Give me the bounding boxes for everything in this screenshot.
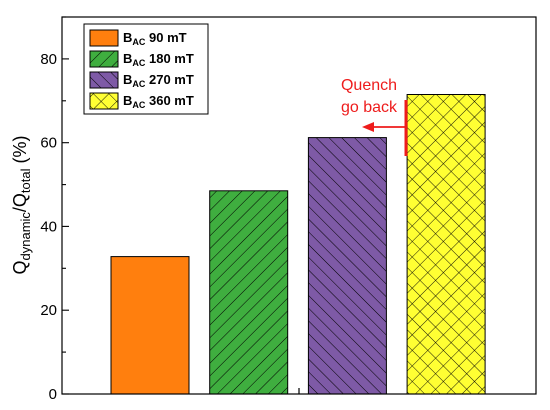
legend-swatch-1 <box>89 29 119 47</box>
legend-label-value: 180 mT <box>145 51 193 66</box>
quench-annotation: Quench go back <box>341 77 408 156</box>
y-axis-title-sub1: dynamic <box>18 212 33 261</box>
legend-label-3: BAC 270 mT <box>123 72 194 89</box>
legend-label-sub: AC <box>132 100 145 110</box>
y-axis-title-unit: (%) <box>10 135 30 168</box>
y-axis-title-mid: /Q <box>10 193 30 212</box>
legend-label-prefix: B <box>123 93 132 108</box>
bar-1 <box>110 256 190 395</box>
y-axis-title: Qdynamic/Qtotal (%) <box>10 135 33 274</box>
legend-label-prefix: B <box>123 51 132 66</box>
legend-label-4: BAC 360 mT <box>123 93 194 110</box>
legend-label-prefix: B <box>123 30 132 45</box>
legend-swatch-4 <box>89 92 119 110</box>
y-tick-label: 80 <box>40 51 57 68</box>
legend-label-2: BAC 180 mT <box>123 51 194 68</box>
y-axis-ticks: 0 20 40 60 80 <box>40 16 69 403</box>
bar-2 <box>209 190 289 395</box>
bar-4 <box>406 94 486 395</box>
y-tick-label: 20 <box>40 302 57 319</box>
y-tick-label: 0 <box>49 386 57 403</box>
bar-3 <box>307 137 387 395</box>
legend-swatch-2 <box>89 50 119 68</box>
y-tick-label: 60 <box>40 135 57 152</box>
annotation-line-2: go back <box>341 99 398 116</box>
legend-label-prefix: B <box>123 72 132 87</box>
legend-label-value: 360 mT <box>145 93 193 108</box>
legend-swatch-3 <box>89 71 119 89</box>
y-tick-label: 40 <box>40 218 57 235</box>
legend-label-value: 270 mT <box>145 72 193 87</box>
bars-layer <box>110 94 486 395</box>
annotation-arrow-head <box>362 122 374 132</box>
annotation-line-1: Quench <box>341 77 397 94</box>
y-axis-title-main: Q <box>10 261 30 275</box>
legend-label-sub: AC <box>132 37 145 47</box>
y-axis-title-sub2: total <box>18 168 33 193</box>
legend-label-sub: AC <box>132 79 145 89</box>
legend-label-1: BAC 90 mT <box>123 30 187 47</box>
legend-label-sub: AC <box>132 58 145 68</box>
legend-label-value: 90 mT <box>145 30 186 45</box>
